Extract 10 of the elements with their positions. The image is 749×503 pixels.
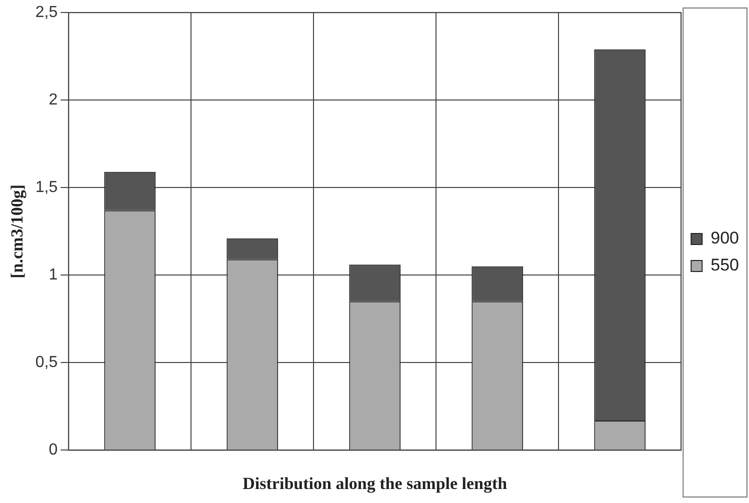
y-tick-label: 1,5 (35, 179, 58, 196)
y-tick-label: 2,5 (35, 4, 58, 22)
y-tick-label: 2 (48, 92, 58, 109)
y-tick-label: 0 (48, 442, 58, 459)
y-axis-title: [n.cm3/100g] (8, 184, 27, 278)
legend-label: 550 (710, 256, 740, 275)
x-axis-title: Distribution along the sample length (242, 474, 508, 494)
legend-label: 900 (710, 228, 740, 248)
y-tick-label: 1 (48, 266, 58, 284)
y-tick-label: 0,5 (35, 354, 58, 372)
